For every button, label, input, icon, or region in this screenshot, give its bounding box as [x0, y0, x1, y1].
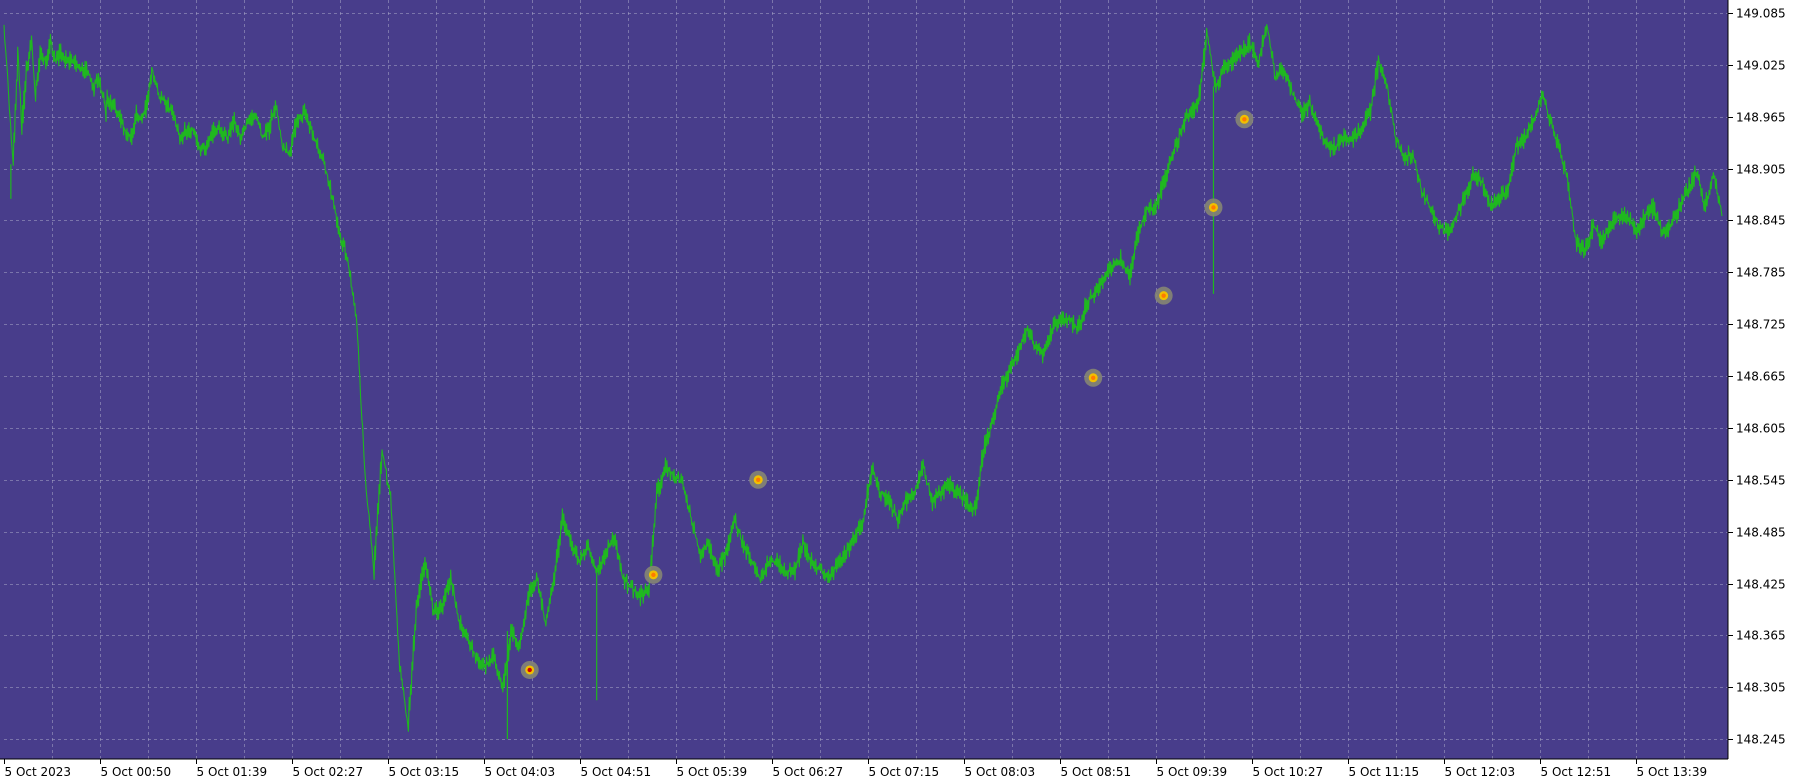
time-tick-label: 5 Oct 04:51	[581, 765, 652, 779]
plot-area[interactable]	[0, 0, 1728, 759]
price-tick-label: 148.965	[1736, 111, 1786, 125]
time-tick-label: 5 Oct 00:50	[101, 765, 172, 779]
trade-marker-center	[651, 572, 656, 578]
time-tick-label: 5 Oct 2023	[5, 765, 72, 779]
price-tick-label: 148.245	[1736, 733, 1786, 747]
price-tick-label: 149.085	[1736, 7, 1786, 21]
price-tick-label: 148.785	[1736, 266, 1786, 280]
time-tick-label: 5 Oct 12:51	[1541, 765, 1612, 779]
price-series-line	[3, 24, 1723, 732]
time-tick-label: 5 Oct 01:39	[197, 765, 268, 779]
time-tick-label: 5 Oct 03:15	[389, 765, 460, 779]
price-tick-label: 148.845	[1736, 214, 1786, 228]
trade-marker-center	[1091, 375, 1096, 380]
time-tick-label: 5 Oct 06:27	[773, 765, 844, 779]
time-axis[interactable]	[0, 759, 1795, 781]
time-tick-label: 5 Oct 02:27	[293, 765, 364, 779]
price-tick-label: 148.605	[1736, 422, 1786, 436]
grid	[4, 0, 1728, 759]
time-tick-label: 5 Oct 08:51	[1061, 765, 1132, 779]
trade-marker-center	[1211, 205, 1216, 210]
price-tick-label: 148.665	[1736, 370, 1786, 384]
price-series	[3, 24, 1723, 740]
time-tick-label: 5 Oct 05:39	[677, 765, 748, 779]
price-tick-label: 148.365	[1736, 629, 1786, 643]
price-tick-label: 149.025	[1736, 59, 1786, 73]
price-tick-label: 148.305	[1736, 681, 1786, 695]
time-tick-label: 5 Oct 12:03	[1445, 765, 1516, 779]
price-axis-ticks: 149.085 149.025 148.965 148.905 148.845 148.7…	[1728, 7, 1786, 747]
price-tick-label: 148.545	[1736, 474, 1786, 488]
time-tick-label: 5 Oct 11:15	[1349, 765, 1420, 779]
time-tick-label: 5 Oct 10:27	[1253, 765, 1324, 779]
price-tick-label: 148.725	[1736, 318, 1786, 332]
trade-marker-center	[756, 477, 761, 482]
time-tick-label: 5 Oct 08:03	[965, 765, 1036, 779]
price-tick-label: 148.485	[1736, 526, 1786, 540]
price-tick-label: 148.905	[1736, 163, 1786, 177]
time-tick-label: 5 Oct 09:39	[1157, 765, 1228, 779]
trade-markers	[520, 110, 1254, 679]
trade-marker-center	[1242, 117, 1247, 122]
time-tick-label: 5 Oct 04:03	[485, 765, 556, 779]
trade-marker-center	[527, 667, 532, 673]
time-tick-label: 5 Oct 07:15	[869, 765, 940, 779]
time-axis-ticks: 5 Oct 2023 5 Oct 00:50 5 Oct 01:39 5 Oct 02…	[4, 759, 1708, 779]
trade-marker-center	[1161, 293, 1166, 298]
time-tick-label: 5 Oct 13:39	[1637, 765, 1708, 779]
price-axis[interactable]	[1728, 0, 1795, 781]
price-tick-label: 148.425	[1736, 578, 1786, 592]
